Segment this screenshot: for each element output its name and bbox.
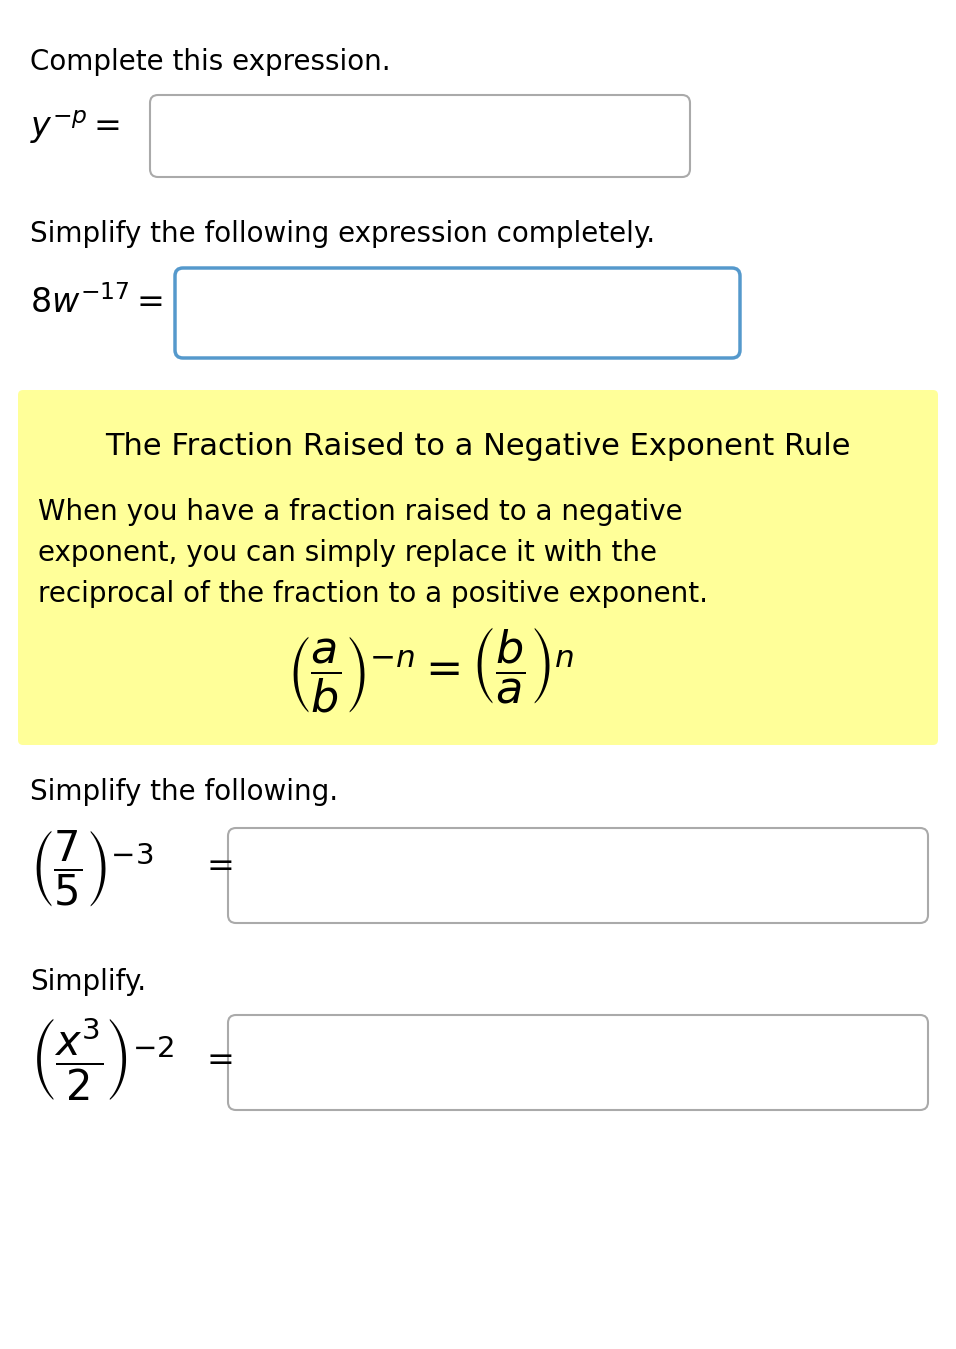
Text: $\left(\dfrac{a}{b}\right)^{-n} = \left(\dfrac{b}{a}\right)^{n}$: $\left(\dfrac{a}{b}\right)^{-n} = \left(…: [287, 626, 574, 715]
Text: $\left(\dfrac{x^3}{2}\right)^{-2}$: $\left(\dfrac{x^3}{2}\right)^{-2}$: [30, 1014, 174, 1102]
Text: $\left(\dfrac{7}{5}\right)^{-3}$: $\left(\dfrac{7}{5}\right)^{-3}$: [30, 828, 153, 908]
Text: Complete this expression.: Complete this expression.: [30, 49, 391, 76]
Text: $=$: $=$: [200, 849, 233, 881]
FancyBboxPatch shape: [228, 1014, 928, 1110]
Text: Simplify the following.: Simplify the following.: [30, 778, 338, 805]
Text: Simplify the following expression completely.: Simplify the following expression comple…: [30, 220, 655, 248]
Text: Simplify.: Simplify.: [30, 969, 146, 996]
FancyBboxPatch shape: [228, 828, 928, 923]
FancyBboxPatch shape: [175, 268, 740, 357]
Text: The Fraction Raised to a Negative Exponent Rule: The Fraction Raised to a Negative Expone…: [105, 432, 851, 461]
Text: $8w^{-17} =$: $8w^{-17} =$: [30, 285, 163, 320]
FancyBboxPatch shape: [18, 390, 938, 745]
Text: When you have a fraction raised to a negative
exponent, you can simply replace i: When you have a fraction raised to a neg…: [38, 498, 708, 608]
Text: $y^{-p}=$: $y^{-p}=$: [30, 108, 120, 146]
FancyBboxPatch shape: [150, 94, 690, 177]
Text: $=$: $=$: [200, 1041, 233, 1075]
